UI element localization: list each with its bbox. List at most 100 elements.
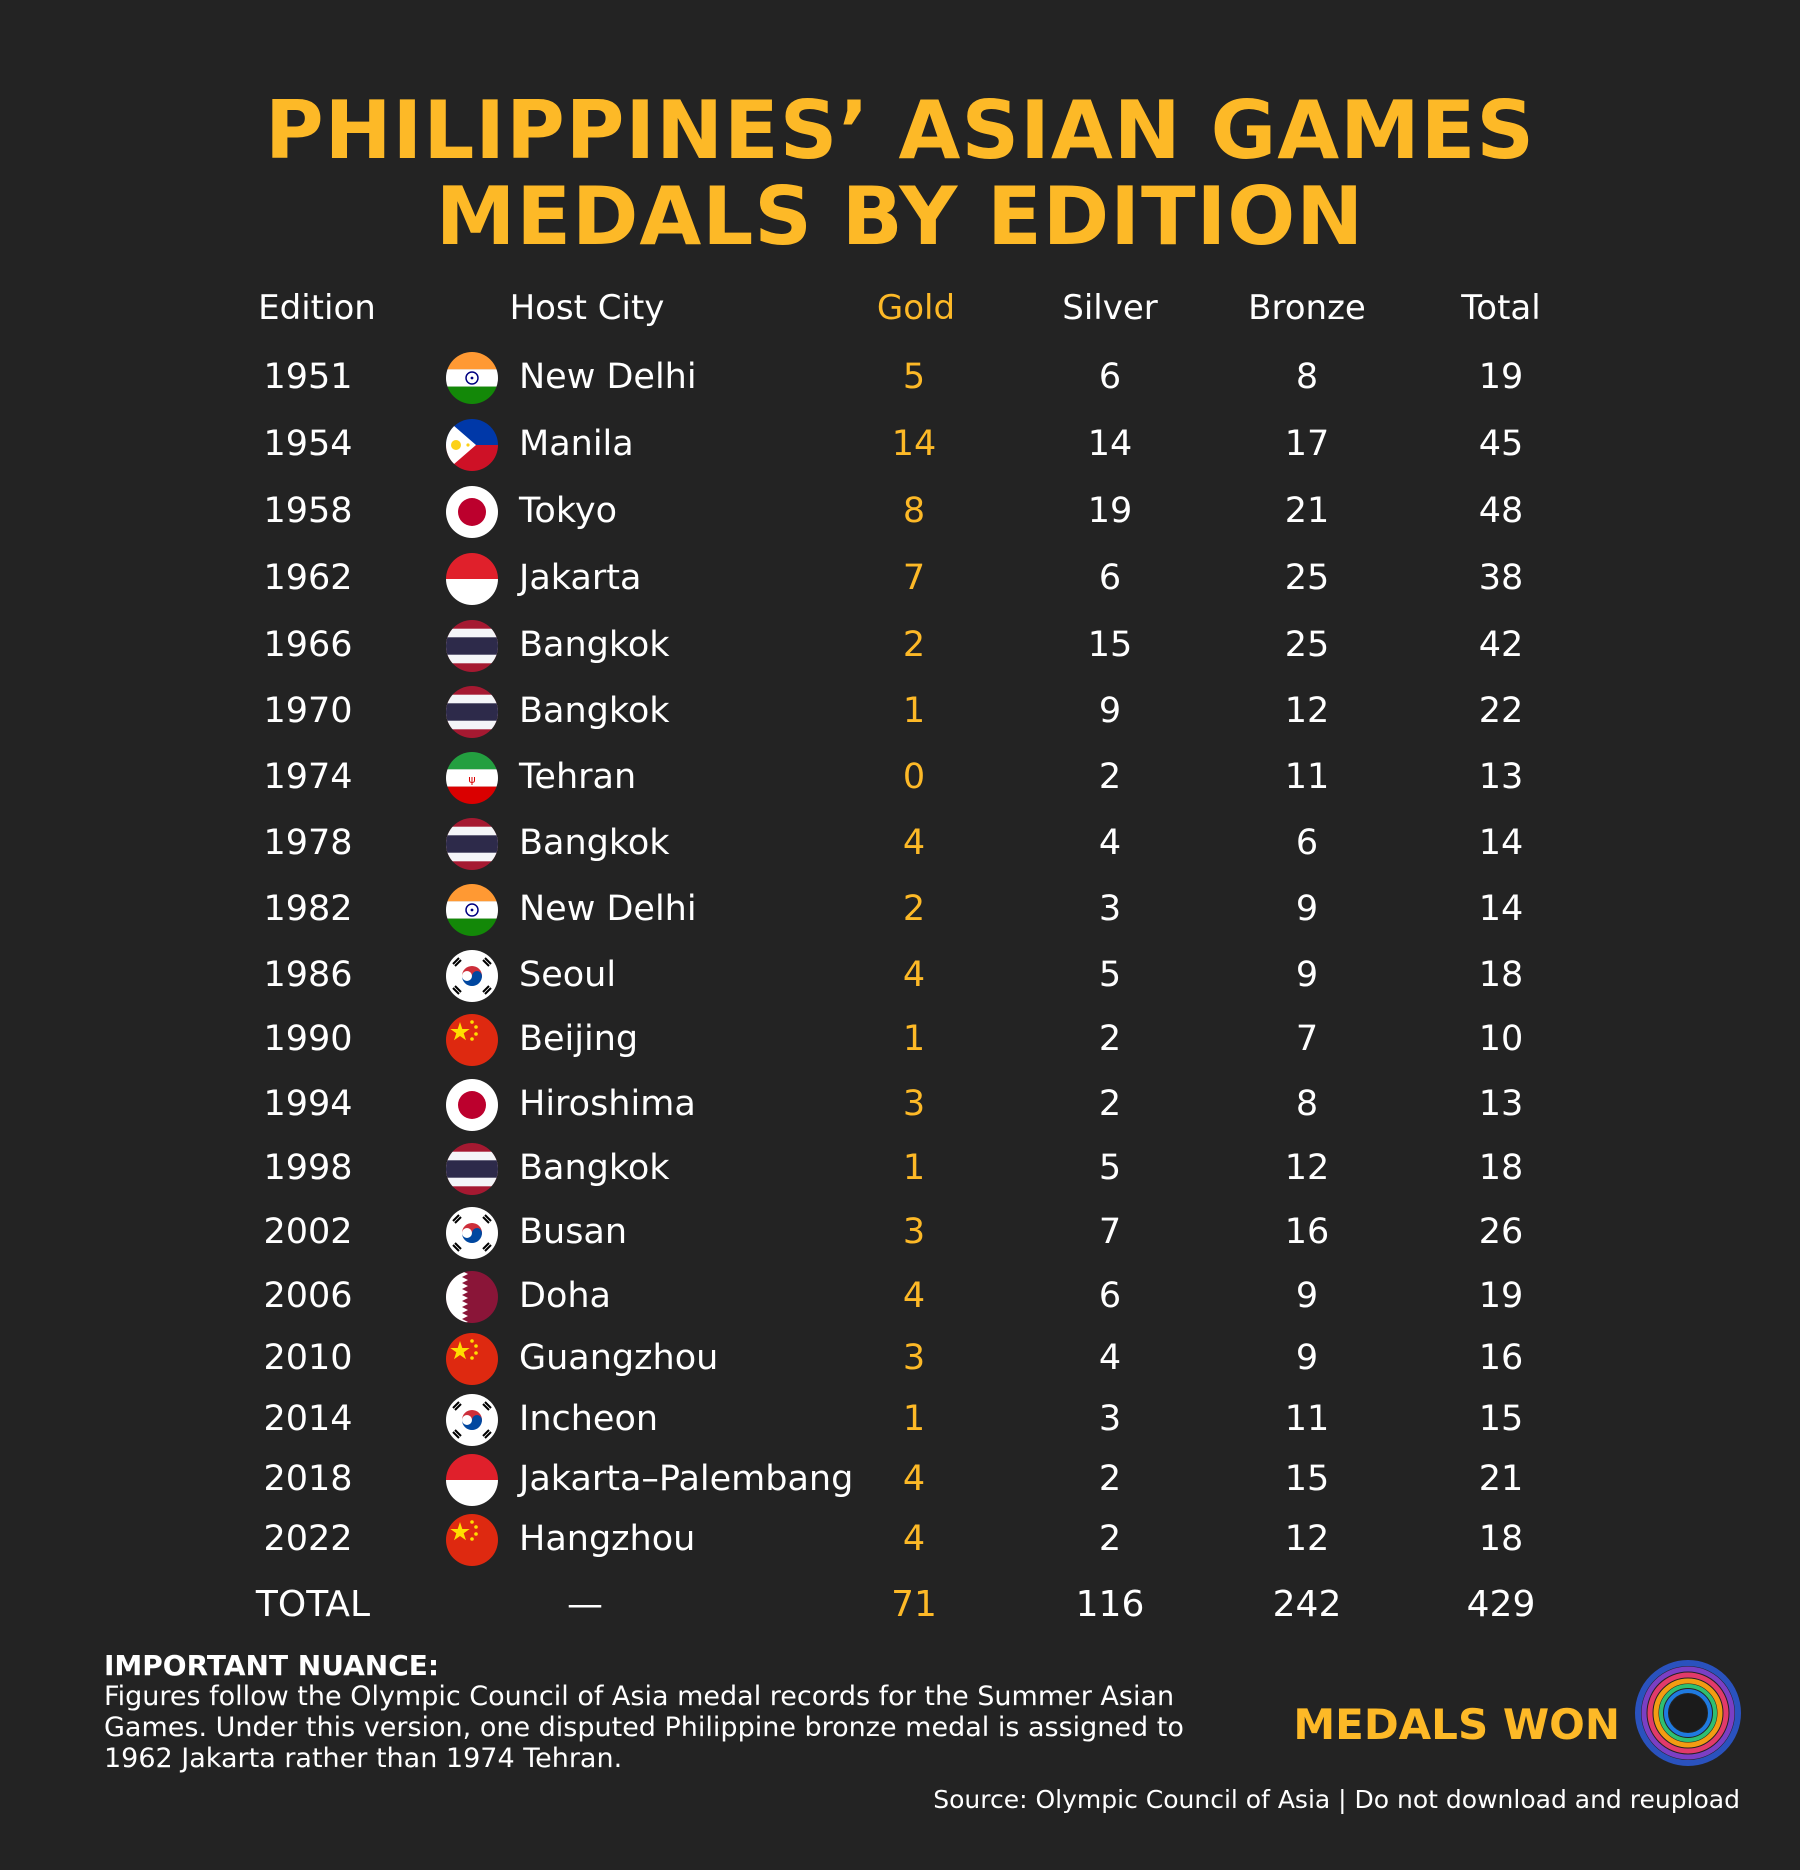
host-city: Tokyo bbox=[519, 491, 617, 531]
thailand-flag-icon bbox=[446, 686, 498, 738]
total-count: 19 bbox=[1478, 1276, 1524, 1316]
edition-year: 1951 bbox=[263, 357, 353, 397]
edition-year: 1978 bbox=[263, 823, 353, 863]
total-count: 18 bbox=[1478, 955, 1524, 995]
host-city: Bangkok bbox=[519, 823, 670, 863]
edition-year: 1970 bbox=[263, 691, 353, 731]
table-row: 1990 Beijing 1 2 7 10 bbox=[0, 1009, 1800, 1069]
total-count: 14 bbox=[1478, 889, 1524, 929]
host-city: Bangkok bbox=[519, 1148, 670, 1188]
thailand-flag-icon bbox=[446, 1143, 498, 1195]
silver-count: 5 bbox=[1098, 1148, 1122, 1188]
host-city: Jakarta–Palembang bbox=[519, 1459, 854, 1499]
gold-count: 1 bbox=[902, 1019, 926, 1059]
table-row: 2006 Doha 4 6 9 19 bbox=[0, 1266, 1800, 1326]
host-city: Hiroshima bbox=[519, 1084, 696, 1124]
bronze-count: 9 bbox=[1295, 889, 1319, 929]
host-city: Seoul bbox=[519, 955, 617, 995]
svg-text:ψ: ψ bbox=[468, 773, 475, 786]
host-city: Busan bbox=[519, 1212, 628, 1252]
gold-count: 5 bbox=[902, 357, 926, 397]
edition-year: 2002 bbox=[263, 1212, 353, 1252]
total-count: 22 bbox=[1478, 691, 1524, 731]
gold-count: 4 bbox=[902, 955, 926, 995]
edition-year: 1966 bbox=[263, 625, 353, 665]
edition-year: 1958 bbox=[263, 491, 353, 531]
total-count: 45 bbox=[1478, 424, 1524, 464]
silver-count: 7 bbox=[1098, 1212, 1122, 1252]
silver-count: 2 bbox=[1098, 757, 1122, 797]
total-gold: 71 bbox=[891, 1584, 937, 1625]
table-row: 1978 Bangkok 4 4 6 14 bbox=[0, 813, 1800, 873]
total-count: 38 bbox=[1478, 558, 1524, 598]
table-row: 2002 Busan 3 7 16 26 bbox=[0, 1202, 1800, 1262]
host-city: Manila bbox=[519, 424, 634, 464]
table-row: 2022 Hangzhou 4 2 12 18 bbox=[0, 1509, 1800, 1569]
total-count: 26 bbox=[1478, 1212, 1524, 1252]
edition-year: 1990 bbox=[263, 1019, 353, 1059]
table-row: 1958 Tokyo 8 19 21 48 bbox=[0, 481, 1800, 541]
china-flag-icon bbox=[446, 1014, 498, 1066]
silver-count: 4 bbox=[1098, 823, 1122, 863]
japan-flag-icon bbox=[446, 486, 498, 538]
table-row: 2014 Incheon 1 3 11 15 bbox=[0, 1389, 1800, 1449]
bronze-count: 11 bbox=[1284, 1399, 1330, 1439]
table-row: 1970 Bangkok 1 9 12 22 bbox=[0, 681, 1800, 741]
india-flag-icon bbox=[446, 352, 498, 404]
total-bronze: 242 bbox=[1272, 1584, 1342, 1625]
bronze-count: 11 bbox=[1284, 757, 1330, 797]
host-city: Bangkok bbox=[519, 625, 670, 665]
table-row: 1966 Bangkok 2 15 25 42 bbox=[0, 615, 1800, 675]
silver-count: 2 bbox=[1098, 1519, 1122, 1559]
total-count: 16 bbox=[1478, 1338, 1524, 1378]
table-row: 1951 New Delhi 5 6 8 19 bbox=[0, 347, 1800, 407]
host-city: Doha bbox=[519, 1276, 611, 1316]
bronze-count: 12 bbox=[1284, 1519, 1330, 1559]
bronze-count: 12 bbox=[1284, 691, 1330, 731]
gold-count: 3 bbox=[902, 1212, 926, 1252]
silver-count: 6 bbox=[1098, 357, 1122, 397]
title-line-1: PHILIPPINES’ ASIAN GAMES bbox=[264, 84, 1536, 177]
host-city: Beijing bbox=[519, 1019, 639, 1059]
silver-count: 19 bbox=[1087, 491, 1133, 531]
total-label: TOTAL bbox=[255, 1584, 371, 1625]
nuance-title: IMPORTANT NUANCE: bbox=[104, 1649, 440, 1682]
bronze-count: 25 bbox=[1284, 625, 1330, 665]
total-count: 18 bbox=[1478, 1519, 1524, 1559]
total-count: 13 bbox=[1478, 1084, 1524, 1124]
gold-count: 1 bbox=[902, 1148, 926, 1188]
south-korea-flag-icon bbox=[446, 1207, 498, 1259]
silver-count: 9 bbox=[1098, 691, 1122, 731]
header-host-city: Host City bbox=[509, 288, 665, 328]
edition-year: 1998 bbox=[263, 1148, 353, 1188]
edition-year: 2018 bbox=[263, 1459, 353, 1499]
gold-count: 7 bbox=[902, 558, 926, 598]
edition-year: 1986 bbox=[263, 955, 353, 995]
total-count: 18 bbox=[1478, 1148, 1524, 1188]
gold-count: 4 bbox=[902, 1459, 926, 1499]
edition-year: 1974 bbox=[263, 757, 353, 797]
total-count: 19 bbox=[1478, 357, 1524, 397]
gold-count: 4 bbox=[902, 1276, 926, 1316]
silver-count: 6 bbox=[1098, 1276, 1122, 1316]
page-title: PHILIPPINES’ ASIAN GAMES MEDALS BY EDITI… bbox=[0, 88, 1800, 260]
indonesia-flag-icon bbox=[446, 1454, 498, 1506]
header-edition: Edition bbox=[258, 288, 376, 328]
gold-count: 3 bbox=[902, 1084, 926, 1124]
south-korea-flag-icon bbox=[446, 950, 498, 1002]
india-flag-icon bbox=[446, 884, 498, 936]
japan-flag-icon bbox=[446, 1079, 498, 1131]
nuance-note: IMPORTANT NUANCE: Figures follow the Oly… bbox=[104, 1650, 1254, 1774]
silver-count: 3 bbox=[1098, 889, 1122, 929]
silver-count: 4 bbox=[1098, 1338, 1122, 1378]
table-row: 2010 Guangzhou 3 4 9 16 bbox=[0, 1328, 1800, 1388]
bronze-count: 9 bbox=[1295, 955, 1319, 995]
thailand-flag-icon bbox=[446, 620, 498, 672]
bronze-count: 12 bbox=[1284, 1148, 1330, 1188]
edition-year: 2022 bbox=[263, 1519, 353, 1559]
total-total: 429 bbox=[1466, 1584, 1536, 1625]
nuance-line-2: Games. Under this version, one disputed … bbox=[104, 1712, 1184, 1743]
edition-year: 1982 bbox=[263, 889, 353, 929]
rainbow-ring-logo-icon bbox=[1633, 1658, 1743, 1768]
silver-count: 15 bbox=[1087, 625, 1133, 665]
